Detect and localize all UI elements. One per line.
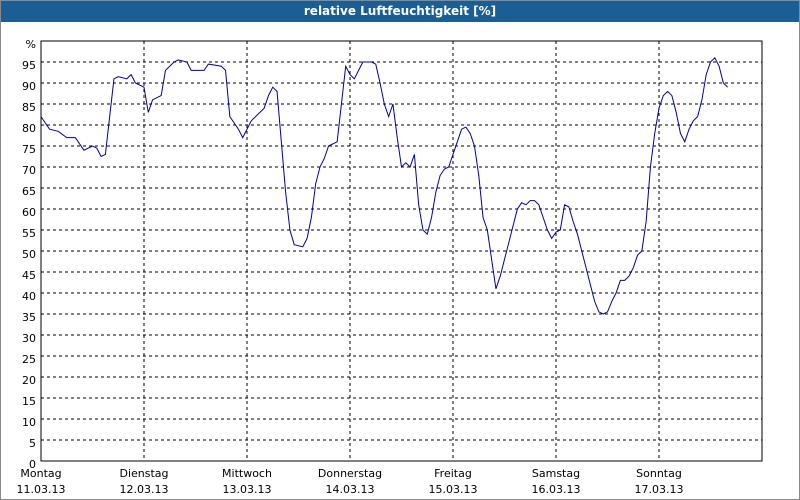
y-tick-label: 80 <box>22 122 36 135</box>
x-tick-label: Sonntag <box>636 467 682 480</box>
y-tick-label: 90 <box>22 80 36 93</box>
title-bar: relative Luftfeuchtigkeit [%] <box>1 1 799 22</box>
y-tick-label: % <box>26 38 36 51</box>
x-tick-date: 14.03.13 <box>326 483 375 496</box>
x-tick-date: 12.03.13 <box>120 483 169 496</box>
y-tick-label: 60 <box>22 206 36 219</box>
x-tick-label: Donnerstag <box>318 467 382 480</box>
y-tick-label: 50 <box>22 248 36 261</box>
y-tick-label: 30 <box>22 332 36 345</box>
y-tick-label: 95 <box>22 59 36 72</box>
y-tick-label: 55 <box>22 227 36 240</box>
x-tick-date: 17.03.13 <box>635 483 684 496</box>
y-tick-label: 10 <box>22 416 36 429</box>
x-tick-label: Montag <box>20 467 61 480</box>
y-tick-label: 45 <box>22 269 36 282</box>
x-tick-label: Mittwoch <box>222 467 272 480</box>
y-tick-label: 65 <box>22 185 36 198</box>
y-tick-label: 5 <box>29 437 36 450</box>
y-tick-label: 40 <box>22 290 36 303</box>
y-tick-label: 25 <box>22 353 36 366</box>
y-tick-label: 85 <box>22 101 36 114</box>
x-tick-label: Samstag <box>532 467 580 480</box>
x-tick-date: 16.03.13 <box>532 483 581 496</box>
x-tick-date: 13.03.13 <box>223 483 272 496</box>
x-tick-date: 11.03.13 <box>17 483 66 496</box>
x-tick-label: Freitag <box>434 467 472 480</box>
y-tick-label: 0 <box>29 458 36 471</box>
line <box>40 56 729 315</box>
y-tick-label: 20 <box>22 374 36 387</box>
y-tick-label: 35 <box>22 311 36 324</box>
x-tick-date: 15.03.13 <box>429 483 478 496</box>
y-tick-label: 75 <box>22 143 36 156</box>
y-tick-label: 70 <box>22 164 36 177</box>
y-tick-label: 15 <box>22 395 36 408</box>
x-tick-label: Dienstag <box>119 467 168 480</box>
